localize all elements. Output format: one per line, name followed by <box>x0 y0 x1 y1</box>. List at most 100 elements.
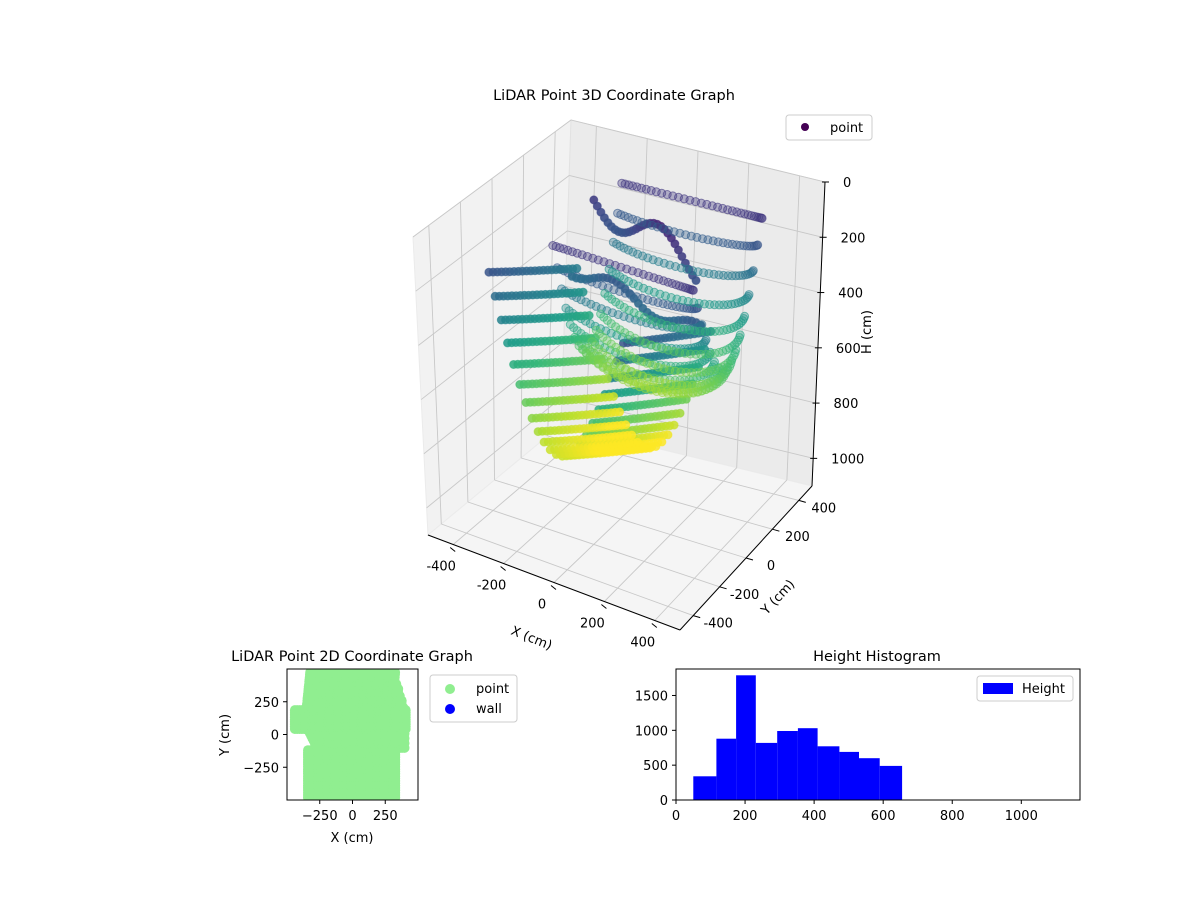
lidar-point-3d <box>611 342 621 352</box>
lidar-point-3d <box>742 241 752 251</box>
x-tick-label-3d: 0 <box>538 598 546 613</box>
lidar-point-3d <box>723 271 733 281</box>
lidar-point-3d <box>603 374 612 384</box>
lidar-point-3d <box>617 178 627 188</box>
y-tick-label-hist: 500 <box>643 759 668 774</box>
lidar-point-3d <box>632 216 642 226</box>
y-tick-label-3d: 0 <box>767 559 775 574</box>
x-tick-label-3d: 200 <box>580 617 605 632</box>
lidar-point-3d <box>615 407 625 417</box>
lidar-point-3d <box>649 273 659 283</box>
z-tick-label-3d: 800 <box>834 397 859 412</box>
lidar-point-3d <box>708 236 718 246</box>
plot-frame-hist <box>675 668 1081 801</box>
x-tick-label-3d: -400 <box>426 560 456 575</box>
lidar-point-3d <box>648 296 658 306</box>
lidar-point-3d <box>628 279 638 289</box>
y-tick-label-3d: 200 <box>785 530 810 545</box>
chart-2d: LiDAR Point 2D Coordinate Graph −250 0 250… <box>218 649 518 846</box>
lidar-point-3d <box>658 344 668 354</box>
lidar-point-3d <box>619 312 629 321</box>
y-tick-label-2d: 250 <box>254 696 279 711</box>
lidar-point-3d <box>633 437 643 447</box>
chart-histogram: Height Histogram 0 200 400 600 800 1000 0 500 10… <box>635 649 1081 824</box>
lidar-point-3d <box>577 250 587 260</box>
legend-hist-swatch <box>983 683 1013 694</box>
lidar-point-3d <box>687 380 697 390</box>
y-tick-label-2d: −250 <box>243 761 279 776</box>
x-tick-label-2d: 0 <box>348 809 356 824</box>
x-tick-label-3d: 400 <box>630 636 655 651</box>
x-axis-label-3d: X (cm) <box>509 624 554 654</box>
lidar-point-3d <box>707 201 717 211</box>
lidar-point-3d <box>669 420 679 430</box>
chart-2d-title: LiDAR Point 2D Coordinate Graph <box>231 649 473 665</box>
lidar-point-3d <box>615 300 625 310</box>
lidar-point-3d <box>671 262 680 271</box>
x-tick-label-3d: -200 <box>477 579 507 594</box>
lidar-point-3d <box>611 358 621 368</box>
x-tick-label-hist: 0 <box>672 809 680 824</box>
x-tick-label-hist: 800 <box>940 809 965 824</box>
lidar-point-3d <box>619 274 629 284</box>
z-tick-label-3d: 1000 <box>831 452 864 467</box>
histogram-bar <box>797 728 818 800</box>
lidar-point-3d <box>630 333 640 343</box>
lidar-point-3d <box>701 367 711 377</box>
lidar-point-3d <box>653 298 663 308</box>
ticks-histogram: 0 200 400 600 800 1000 0 500 1000 1500 <box>635 689 1038 824</box>
x-tick-label-hist: 200 <box>733 809 758 824</box>
legend-3d-marker <box>801 123 809 131</box>
lidar-point-3d <box>578 287 588 297</box>
lidar-point-3d <box>645 382 655 392</box>
lidar-point-3d <box>615 325 625 335</box>
x-tick-label-2d: −250 <box>302 809 338 824</box>
lidar-point-3d <box>616 345 625 355</box>
legend-2d-marker-point <box>445 684 455 694</box>
lidar-point-3d <box>675 408 685 418</box>
lidar-point-3d <box>713 202 723 212</box>
lidar-point-3d <box>620 328 630 338</box>
lidar-point-3d <box>710 326 720 336</box>
histogram-bar <box>777 731 798 800</box>
lidar-point-3d <box>733 298 743 308</box>
lidar-point-3d <box>627 430 637 440</box>
scatter-2d-points <box>289 669 411 800</box>
y-tick-label-2d: 0 <box>271 729 279 744</box>
lidar-point-3d <box>638 251 648 261</box>
points-3d <box>484 178 767 461</box>
lidar-point-3d <box>688 285 698 295</box>
lidar-point-3d <box>738 270 748 280</box>
lidar-point-3d <box>626 351 636 361</box>
axes-3d: -400-2000200400-400-20002004000200400600… <box>426 176 865 651</box>
lidar-point-3d <box>644 271 654 281</box>
z-axis-label-3d: H (cm) <box>860 310 875 354</box>
y-tick-label-hist: 0 <box>660 794 668 809</box>
x-tick-label-hist: 1000 <box>1005 809 1038 824</box>
y-tick-label-hist: 1000 <box>635 724 668 739</box>
chart-3d-title: LiDAR Point 3D Coordinate Graph <box>493 88 735 104</box>
chart-3d: LiDAR Point 3D Coordinate Graph -400 -200… <box>412 88 875 654</box>
lidar-point-3d <box>610 225 620 235</box>
legend-2d-label-wall: wall <box>476 702 502 717</box>
lidar-point-3d <box>565 320 575 329</box>
y-tick-label-hist: 1500 <box>635 689 668 704</box>
lidar-point-3d <box>621 420 631 430</box>
lidar-point-3d <box>634 310 644 320</box>
lidar-point-3d <box>567 271 577 281</box>
legend-2d-label-point: point <box>476 682 509 697</box>
x-axis-label-2d: X (cm) <box>331 831 374 846</box>
y-tick-label-3d: -400 <box>703 617 733 632</box>
lidar-point-3d <box>649 375 659 385</box>
lidar-point-3d <box>662 320 672 330</box>
lidar-point-3d <box>612 368 622 378</box>
z-tick-label-3d: 400 <box>838 287 863 302</box>
lidar-point-3d <box>584 311 594 320</box>
lidar-point-3d <box>619 303 629 312</box>
lidar-point-3d <box>642 219 652 229</box>
histogram-bars <box>693 675 903 800</box>
lidar-point-3d <box>623 245 633 255</box>
lidar-point-3d <box>619 243 629 253</box>
y-axis-label-2d: Y (cm) <box>218 714 233 757</box>
